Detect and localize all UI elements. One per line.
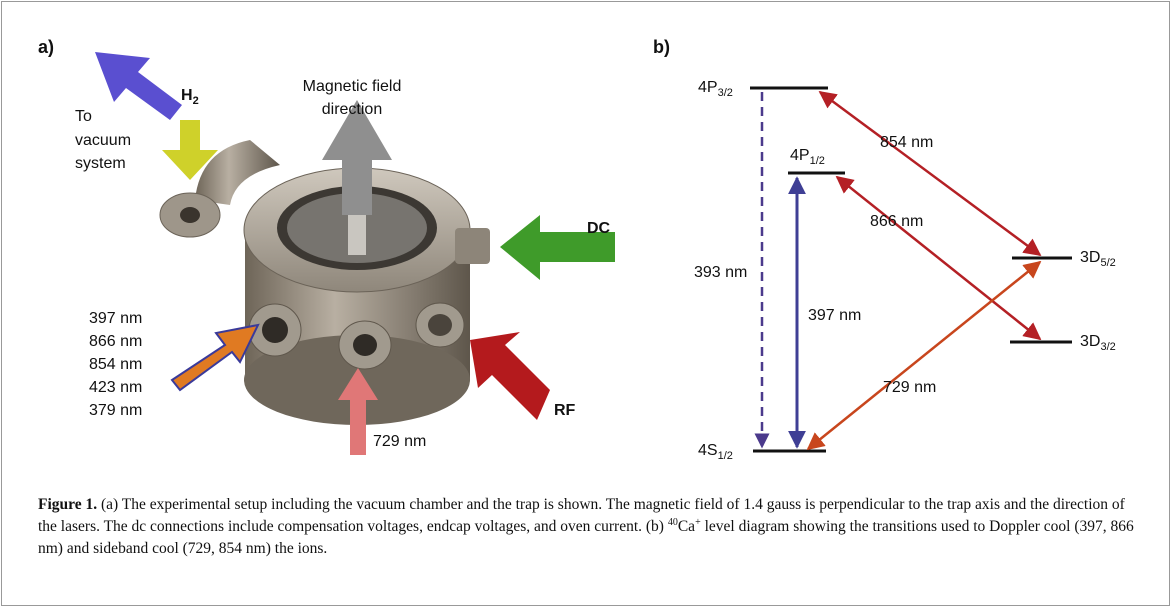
level-label: 4P1/2 xyxy=(790,147,825,167)
caption: Figure 1. (a) The experimental setup inc… xyxy=(38,494,1138,560)
charge: + xyxy=(695,516,701,528)
transition-label: 393 nm xyxy=(694,264,747,281)
label-base: 4P xyxy=(790,147,810,164)
element: Ca xyxy=(677,518,696,535)
vacuum-arrow xyxy=(95,52,182,120)
panel-label: b) xyxy=(653,37,670,57)
figure: a) To vacuum system H2 Magnetic field di… xyxy=(38,37,1116,462)
label-sub: 3/2 xyxy=(1100,341,1115,353)
label-base: 3D xyxy=(1080,333,1100,350)
label-sub: 1/2 xyxy=(718,450,733,462)
rf-label: RF xyxy=(554,402,576,419)
field-label: direction xyxy=(322,101,382,118)
level-label: 3D5/2 xyxy=(1080,249,1116,269)
level-label: 4S1/2 xyxy=(698,442,733,462)
field-arrow xyxy=(322,100,392,215)
caption-text: level diagram showing the transitions us… xyxy=(38,518,1134,557)
dc-arrow xyxy=(500,215,615,280)
label-sub: 3/2 xyxy=(718,87,733,99)
field-label: Magnetic field xyxy=(303,78,402,95)
transition-label: 866 nm xyxy=(870,213,923,230)
dc-label: DC xyxy=(587,220,611,237)
level-label: 3D3/2 xyxy=(1080,333,1116,353)
transition-label: 854 nm xyxy=(880,134,933,151)
caption-label: Figure 1. xyxy=(38,496,98,513)
laser-label: 379 nm xyxy=(89,402,142,419)
vacuum-chamber xyxy=(159,140,490,425)
label-base: 4P xyxy=(698,79,718,96)
label-base: 3D xyxy=(1080,249,1100,266)
level-label: 4P3/2 xyxy=(698,79,733,99)
panel-label: a) xyxy=(38,37,54,57)
beam-729-label: 729 nm xyxy=(373,433,426,450)
label-sub: 2 xyxy=(193,95,199,107)
label-sub: 1/2 xyxy=(810,155,825,167)
vacuum-label: system xyxy=(75,155,126,172)
laser-label: 854 nm xyxy=(89,356,142,373)
transition-label: 729 nm xyxy=(883,379,936,396)
vacuum-label: To xyxy=(75,108,92,125)
laser-label: 397 nm xyxy=(89,310,142,327)
label-base: 4S xyxy=(698,442,718,459)
h2-label: H2 xyxy=(181,87,199,107)
laser-label: 423 nm xyxy=(89,379,142,396)
transition-729 xyxy=(806,260,1042,451)
beam-729-arrow xyxy=(338,368,378,455)
isotope: 40 xyxy=(667,516,678,528)
label-base: H xyxy=(181,87,193,104)
vacuum-label: vacuum xyxy=(75,132,131,149)
transition-854 xyxy=(818,90,1042,257)
transition-866 xyxy=(835,175,1042,341)
transition-label: 397 nm xyxy=(808,307,861,324)
rf-arrow xyxy=(470,332,550,420)
label-sub: 5/2 xyxy=(1100,257,1115,269)
caption-text: (a) The experimental setup including the… xyxy=(38,496,1125,535)
h2-arrow xyxy=(162,120,218,180)
laser-arrow xyxy=(170,323,260,392)
laser-label: 866 nm xyxy=(89,333,142,350)
